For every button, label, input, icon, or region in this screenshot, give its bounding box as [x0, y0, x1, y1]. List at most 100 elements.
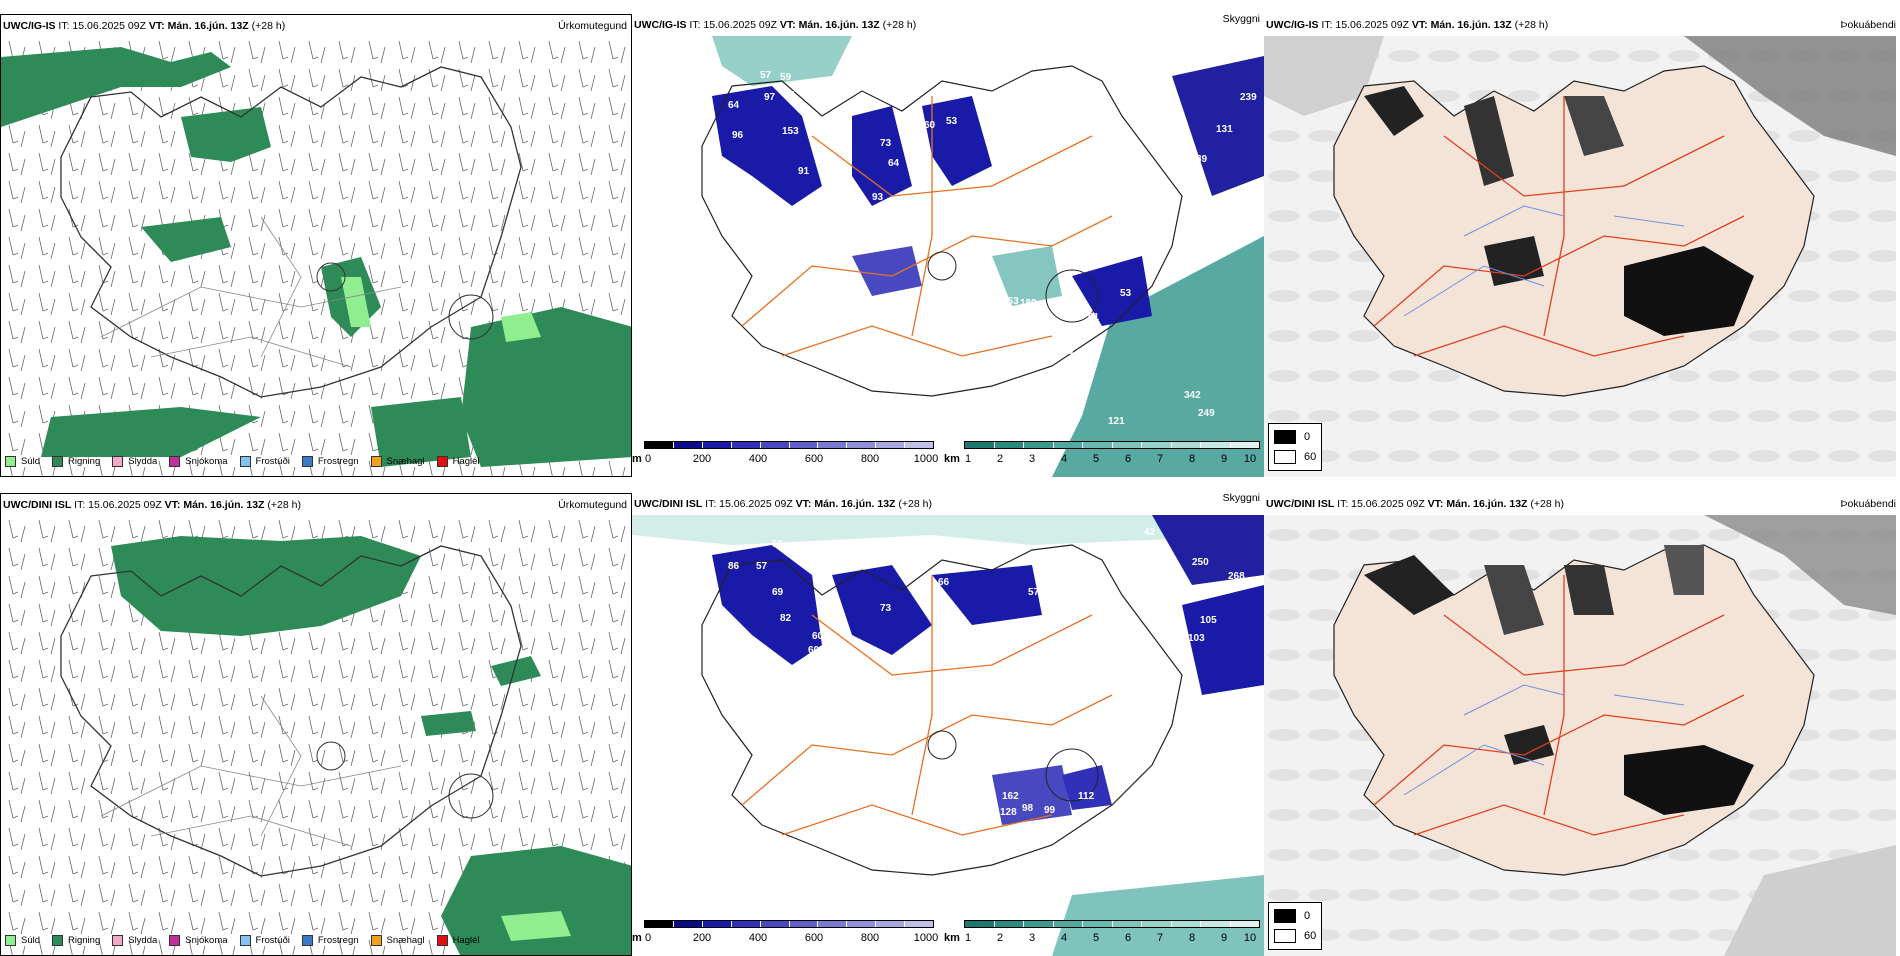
issue-time: IT: 15.06.2025 09Z — [58, 20, 146, 32]
legend-swatch — [112, 455, 124, 467]
tick-label: 1 — [964, 453, 972, 465]
svg-text:163: 163 — [1002, 296, 1019, 307]
model-name: UWC/IG-IS — [3, 20, 56, 32]
model-name: UWC/IG-IS — [634, 19, 687, 31]
svg-text:51: 51 — [936, 623, 948, 634]
svg-text:53: 53 — [1120, 288, 1132, 299]
legend-item-sleet: Slydda — [112, 934, 158, 946]
svg-text:91: 91 — [798, 166, 810, 177]
legend-label: 60 — [1304, 930, 1317, 942]
lead-time: (+28 h) — [251, 20, 286, 32]
valid-time: Mán. 16.jún. 13Z — [167, 20, 249, 32]
svg-text:86: 86 — [728, 561, 740, 572]
legend-item-snow-pellets: Snæhagl — [370, 934, 425, 946]
fog-map — [1264, 36, 1896, 477]
ceiling-colorbar: m 0 200 400 600 800 1000 — [632, 918, 942, 956]
svg-text:82: 82 — [780, 613, 792, 624]
valid-time: Mán. 16.jún. 13Z — [1430, 19, 1512, 31]
panel-header: UWC/DINI ISL IT: 15.06.2025 09Z VT: Mán.… — [1264, 497, 1900, 511]
legend-swatch — [112, 934, 124, 946]
fog-legend-row: 60 — [1274, 450, 1316, 464]
tick-label: 3 — [1028, 932, 1036, 944]
tick-label: 1000 — [913, 453, 939, 465]
ceiling-unit: m — [632, 453, 642, 465]
legend-swatch — [5, 455, 16, 467]
legend-item-snow: Snjókoma — [169, 455, 228, 467]
svg-text:57: 57 — [1028, 587, 1040, 598]
fog-legend-row: 60 — [1274, 929, 1316, 943]
legend-swatch — [301, 455, 313, 467]
lead-time: (+28 h) — [882, 19, 917, 31]
tick-label: 6 — [1124, 932, 1132, 944]
tick-label: 1 — [964, 932, 972, 944]
lead-time: (+28 h) — [898, 498, 932, 510]
tick-label: 4 — [1060, 453, 1068, 465]
legend-swatch — [5, 934, 16, 946]
model-name: UWC/IG-IS — [1266, 19, 1319, 31]
tick-label: 0 — [644, 453, 652, 465]
svg-text:73: 73 — [880, 138, 892, 149]
legend-swatch — [370, 934, 382, 946]
coastline — [60, 66, 522, 398]
panel-title: Skyggni — [1222, 493, 1260, 504]
tick-label: 800 — [860, 453, 880, 465]
legend-label: Frostregn — [317, 455, 359, 467]
legend-item-snow-pellets: Snæhagl — [370, 455, 425, 467]
lead-time: (+28 h) — [1514, 19, 1549, 31]
legend-item-drizzle: Súld — [5, 455, 40, 467]
panel-header: UWC/IG-IS IT: 15.06.2025 09Z VT: Mán. 16… — [632, 14, 1264, 32]
tick-label: 7 — [1156, 932, 1164, 944]
issue-time: IT: 15.06.2025 09Z — [689, 19, 777, 31]
tick-label: 200 — [692, 453, 712, 465]
fog-legend: 0 60 — [1268, 423, 1322, 471]
tick-label: 3 — [1028, 453, 1036, 465]
tick-label: 4 — [1060, 932, 1068, 944]
panel-title: Þokuábendi — [1840, 19, 1896, 31]
svg-text:60: 60 — [924, 120, 936, 131]
legend-label: Haglél — [452, 934, 480, 946]
legend-swatch — [436, 455, 448, 467]
svg-text:239: 239 — [1240, 92, 1257, 103]
legend-item-freezing-drizzle: Frostúði — [239, 934, 290, 946]
svg-text:64: 64 — [888, 158, 900, 169]
legend-swatch — [52, 455, 64, 467]
panel-header: UWC/DINI ISL IT: 15.06.2025 09Z VT: Mán.… — [632, 493, 1264, 511]
tick-label: 8 — [1188, 453, 1196, 465]
svg-text:98: 98 — [1022, 803, 1034, 814]
tick-label: 600 — [804, 932, 824, 944]
fog-legend-row: 0 — [1274, 909, 1310, 923]
legend-label: Súld — [21, 934, 41, 946]
ceiling-bar — [644, 920, 934, 928]
legend-label: Rigning — [68, 934, 101, 946]
visibility-map: 57 59 64 97 74 96 153 58 91 109 93 73 64… — [701, 36, 1264, 477]
svg-text:73: 73 — [880, 603, 892, 614]
svg-text:61: 61 — [1088, 312, 1100, 323]
rain-area — [111, 536, 421, 636]
svg-text:97: 97 — [764, 92, 776, 103]
svg-text:58: 58 — [820, 130, 832, 141]
tick-label: 5 — [1092, 932, 1100, 944]
svg-text:60: 60 — [808, 645, 820, 656]
panel-title: Þokuábendi — [1840, 498, 1896, 510]
svg-text:121: 121 — [1108, 416, 1125, 427]
tick-label: 2 — [996, 932, 1004, 944]
legend-label: Snæhagl — [386, 455, 425, 467]
tick-label: 10 — [1243, 453, 1257, 465]
legend-swatch — [169, 455, 181, 467]
svg-text:84: 84 — [918, 593, 930, 604]
legend-label: Slydda — [128, 455, 158, 467]
model-name: UWC/DINI ISL — [1266, 498, 1335, 510]
legend-label: Rigning — [68, 455, 101, 467]
tick-label: 5 — [1092, 453, 1100, 465]
legend-item-rain: Rigning — [52, 934, 101, 946]
drizzle-area — [341, 277, 371, 327]
issue-time: IT: 15.06.2025 09Z — [705, 498, 793, 510]
svg-text:131: 131 — [1216, 124, 1233, 135]
legend-swatch — [169, 934, 181, 946]
precip-map — [1, 37, 631, 476]
legend-label: Slydda — [128, 934, 158, 946]
legend-item-freezing-rain: Frostregn — [301, 455, 359, 467]
legend-label: Snæhagl — [386, 934, 425, 946]
legend-swatch — [239, 455, 251, 467]
svg-text:101: 101 — [1172, 635, 1189, 646]
